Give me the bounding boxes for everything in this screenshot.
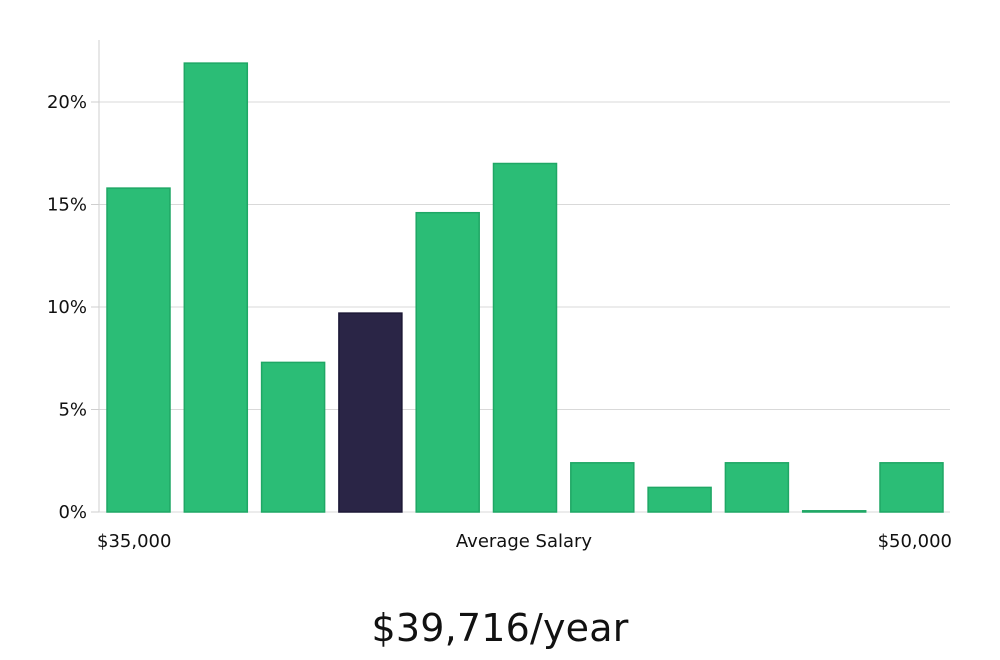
bar: [647, 486, 712, 513]
bar: [183, 62, 249, 513]
bar: [879, 462, 944, 513]
bar-highlighted: [338, 312, 403, 513]
x-max-label: $50,000: [878, 531, 952, 552]
bar: [570, 462, 635, 513]
x-min-label: $35,000: [97, 531, 171, 552]
y-tick-label: 20%: [47, 92, 87, 113]
average-salary-value: $39,716/year: [371, 606, 629, 650]
y-tick-label: 0%: [58, 502, 87, 523]
y-tick-label: 10%: [47, 297, 87, 318]
x-axis-title: Average Salary: [456, 531, 593, 552]
bar: [724, 462, 790, 513]
bar: [260, 361, 326, 513]
bar: [801, 510, 867, 513]
bar: [106, 187, 171, 513]
bar: [492, 162, 558, 513]
salary-histogram-chart: 0% 5% 10% 15% 20% $35,000 Average Salary $50,00…: [47, 40, 952, 552]
bar: [415, 211, 480, 513]
y-tick-label: 15%: [47, 195, 87, 216]
y-tick-label: 5%: [58, 400, 87, 421]
